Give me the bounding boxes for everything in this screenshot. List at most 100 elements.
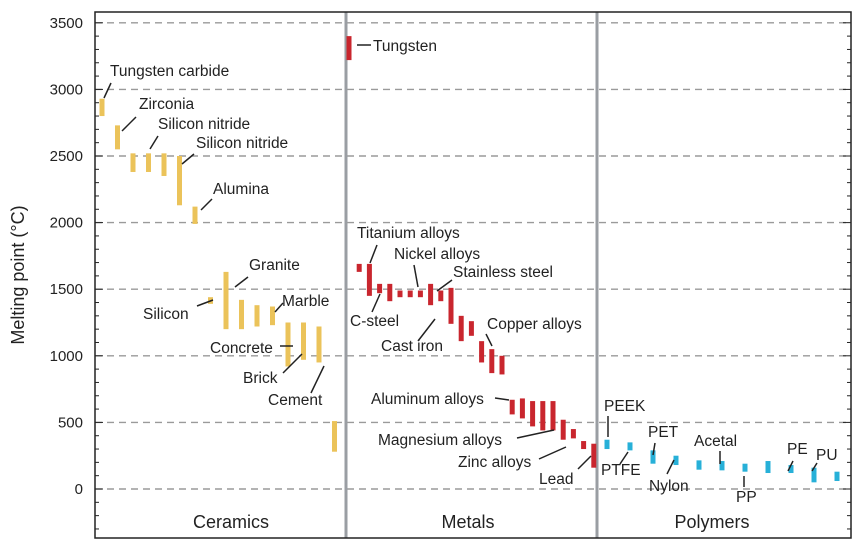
annotation-label: Titanium alloys [357, 225, 460, 242]
annotation-label: Magnesium alloys [378, 432, 502, 449]
range-bar-polymers [765, 461, 771, 474]
annotation-label: Alumina [213, 181, 269, 198]
range-bar-ceramics [161, 153, 167, 176]
annotation-leader [577, 455, 592, 470]
range-bar-ceramics [254, 305, 260, 327]
range-bar-metals [417, 290, 423, 298]
annotation-label: Zinc alloys [458, 454, 531, 471]
range-bar-metals [550, 401, 556, 431]
range-bar-polymers [719, 461, 725, 471]
annotation-label: PET [648, 424, 679, 441]
annotation-label: PP [736, 489, 757, 506]
range-bar-metals [479, 341, 485, 363]
annotation-label: PEEK [604, 398, 646, 415]
annotation-leader [494, 397, 510, 401]
range-bar-ceramics [115, 125, 120, 150]
annotation-label: Tungsten carbide [110, 63, 229, 80]
annotation-leader [149, 135, 159, 150]
annotation-label: Granite [249, 257, 300, 274]
range-bar-ceramics [177, 156, 182, 206]
annotation-label: Aluminum alloys [371, 391, 484, 408]
range-bar-metals [448, 287, 454, 324]
range-bar-metals [387, 283, 393, 302]
range-bar-metals [468, 321, 474, 336]
annotation-leader [652, 442, 656, 456]
annotation-label: Cement [268, 392, 323, 409]
range-bar-metals [570, 429, 576, 439]
plot-frame [94, 11, 852, 539]
range-bar-metals [581, 441, 587, 450]
y-tick-label: 2500 [50, 148, 83, 165]
annotation-label: Lead [539, 471, 573, 488]
annotation-leader [666, 459, 675, 475]
range-bar-ceramics [130, 153, 136, 172]
annotation-leader [371, 293, 381, 313]
y-tick-label: 1500 [50, 281, 83, 298]
annotation-leader [282, 353, 303, 374]
y-tick-label: 3000 [50, 81, 83, 98]
annotation-leader [413, 264, 419, 288]
range-bar-ceramics [301, 322, 306, 360]
y-tick-label: 3500 [50, 15, 83, 32]
y-tick-label: 500 [58, 414, 83, 431]
annotation-label: Stainless steel [453, 264, 553, 281]
range-bar-ceramics [99, 98, 105, 117]
group-label-metals: Metals [441, 512, 494, 532]
annotation-leader [811, 462, 818, 472]
annotation-leader [516, 429, 555, 439]
annotation-leader [181, 153, 195, 165]
range-bar-ceramics [316, 326, 322, 363]
annotation-leader [121, 116, 137, 132]
range-bar-metals [499, 355, 505, 375]
annotation-leader [619, 451, 629, 465]
annotation-leader [200, 198, 213, 211]
annotation-label: Silicon nitride [196, 135, 288, 152]
range-bar-polymers [788, 465, 794, 474]
annotation-label: Silicon [143, 306, 189, 323]
annotation-leader [274, 302, 284, 313]
range-bar-metals [540, 401, 546, 431]
range-bar-ceramics [332, 421, 337, 452]
range-bar-polymers [604, 439, 610, 450]
range-bar-ceramics [146, 153, 151, 172]
range-bar-ceramics [270, 306, 275, 326]
range-bar-metals [366, 263, 372, 296]
range-bar-polymers [650, 450, 656, 464]
range-bar-ceramics [285, 322, 291, 367]
annotation-leader [369, 244, 378, 264]
annotation-leader [436, 279, 453, 292]
annotation-leader [103, 82, 112, 99]
annotation-label: Cast iron [381, 338, 443, 355]
range-bar-ceramics [223, 271, 229, 330]
annotation-label: PTFE [601, 462, 641, 479]
group-label-polymers: Polymers [674, 512, 749, 532]
range-bar-polymers [811, 467, 817, 483]
annotation-label: Concrete [210, 340, 273, 357]
annotation-label: C-steel [350, 313, 399, 330]
y-axis-label: Melting point (°C) [8, 205, 28, 344]
range-bar-metals [356, 263, 362, 272]
range-bar-metals [438, 290, 444, 302]
annotation-leader [196, 299, 214, 307]
range-bar-polymers [834, 471, 840, 482]
range-bar-polymers [742, 463, 748, 472]
range-bar-metals [519, 398, 525, 419]
annotation-label: PE [787, 441, 808, 458]
annotation-leader [310, 365, 325, 394]
group-label-ceramics: Ceramics [193, 512, 269, 532]
y-tick-label: 2000 [50, 215, 83, 232]
range-bar-metals [458, 315, 464, 342]
range-bar-metals [407, 290, 413, 298]
range-bar-polymers [696, 460, 702, 470]
range-bar-metals [346, 36, 352, 61]
range-bar-metals [489, 349, 495, 374]
annotation-label: PU [816, 447, 838, 464]
annotation-label: Nickel alloys [394, 246, 480, 263]
y-tick-label: 1000 [50, 348, 83, 365]
annotation-label: Silicon nitride [158, 116, 250, 133]
annotation-label: Zirconia [139, 96, 195, 113]
range-bar-ceramics [239, 299, 244, 330]
range-bar-polymers [627, 442, 633, 451]
annotation-leader [538, 446, 567, 460]
